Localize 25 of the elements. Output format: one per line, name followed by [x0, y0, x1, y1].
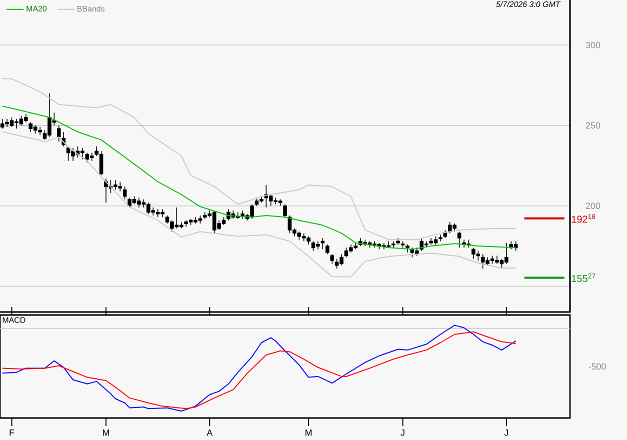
candlestick [396, 238, 400, 245]
x-tick-label: F [10, 430, 14, 436]
candlestick [236, 212, 240, 220]
x-tick-label: J [504, 430, 508, 436]
x-tick-label: J [400, 430, 404, 436]
y-tick-label: 300 [586, 42, 600, 48]
candlestick [56, 125, 61, 142]
x-tick-label: M [306, 430, 312, 436]
candlestick [400, 240, 405, 248]
ref-line-label: 155$^{27}$ [572, 274, 596, 282]
candlestick [28, 122, 33, 132]
candlestick [283, 204, 287, 218]
candlestick [325, 244, 330, 254]
y-tick-label: 200 [586, 202, 600, 210]
candlestick [391, 240, 396, 248]
candlestick [438, 234, 442, 242]
line-series [2, 106, 516, 250]
x-tick-label: M [102, 430, 109, 436]
candlestick [330, 254, 334, 264]
ref-line-label: 192$^{18}$ [572, 214, 596, 223]
candlestick [240, 210, 245, 220]
x-tick-label: A [206, 430, 213, 436]
candlestick [406, 244, 410, 253]
y-tick-label: 250 [586, 122, 600, 129]
text: -500 [588, 363, 606, 370]
